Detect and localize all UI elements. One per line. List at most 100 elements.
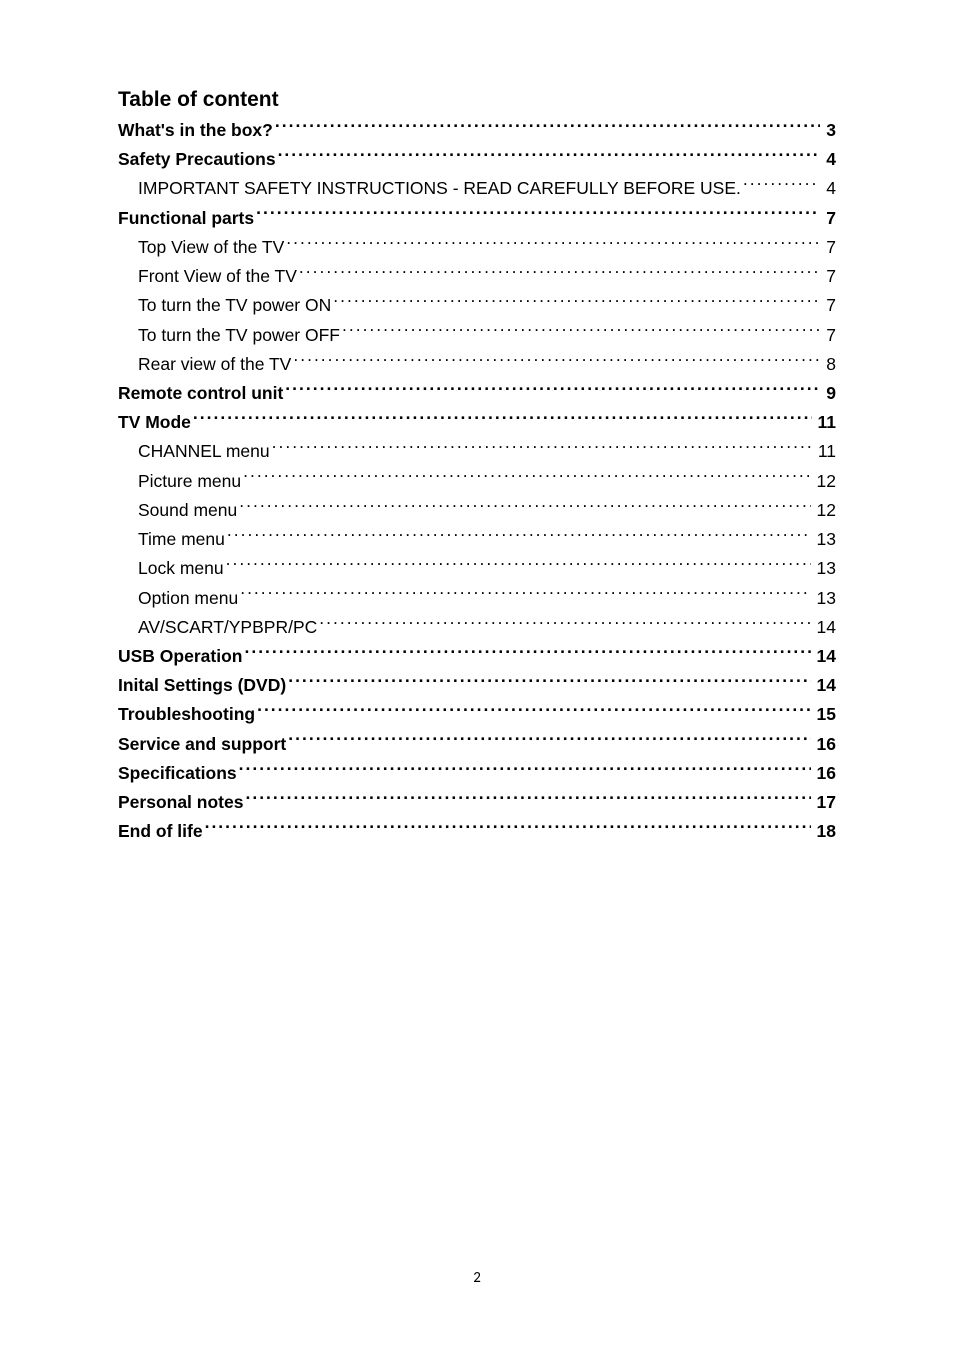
toc-entry-label: Front View of the TV: [138, 262, 297, 291]
toc-entry-page: 11: [814, 408, 837, 437]
toc-entry-leader: [333, 294, 820, 312]
toc-entry: Service and support 16: [118, 730, 836, 759]
toc-entry-label: TV Mode: [118, 408, 191, 437]
toc-entry-label: Service and support: [118, 730, 286, 759]
toc-entry-page: 4: [822, 145, 836, 174]
toc-entry-leader: [239, 498, 810, 516]
toc-entry-page: 14: [813, 642, 836, 671]
toc-entry-label: Rear view of the TV: [138, 350, 291, 379]
toc-entry-page: 11: [814, 437, 836, 466]
toc-entry-leader: [743, 177, 820, 195]
toc-entry: Remote control unit 9: [118, 379, 836, 408]
toc-entry-page: 7: [822, 233, 836, 262]
toc-entry-page: 3: [822, 116, 836, 145]
toc-entry-leader: [285, 381, 820, 399]
toc-entry: USB Operation 14: [118, 642, 836, 671]
toc-entry-page: 16: [813, 759, 836, 788]
toc-entry: Safety Precautions 4: [118, 145, 836, 174]
toc-list: What's in the box? 3Safety Precautions 4…: [118, 116, 836, 846]
toc-entry-page: 9: [822, 379, 836, 408]
toc-entry-leader: [243, 469, 810, 487]
toc-entry-leader: [286, 235, 820, 253]
toc-entry: Personal notes 17: [118, 788, 836, 817]
toc-entry-label: To turn the TV power OFF: [138, 321, 340, 350]
toc-entry-label: What's in the box?: [118, 116, 273, 145]
toc-entry-page: 15: [813, 700, 836, 729]
toc-entry-page: 14: [813, 613, 836, 642]
toc-entry-page: 12: [813, 467, 836, 496]
toc-entry: TV Mode 11: [118, 408, 836, 437]
toc-entry-label: Sound menu: [138, 496, 237, 525]
toc-entry-page: 7: [822, 262, 836, 291]
toc-entry: Option menu 13: [118, 584, 836, 613]
toc-entry: CHANNEL menu 11: [118, 437, 836, 466]
toc-entry-leader: [244, 644, 810, 662]
toc-entry-label: Top View of the TV: [138, 233, 284, 262]
toc-entry-page: 7: [822, 321, 836, 350]
toc-entry: To turn the TV power ON 7: [118, 291, 836, 320]
toc-entry-leader: [342, 323, 820, 341]
toc-entry-label: AV/SCART/YPBPR/PC: [138, 613, 317, 642]
toc-entry-leader: [257, 703, 810, 721]
toc-entry-leader: [299, 265, 820, 283]
toc-entry: To turn the TV power OFF 7: [118, 321, 836, 350]
toc-entry-label: Specifications: [118, 759, 237, 788]
toc-entry: Sound menu 12: [118, 496, 836, 525]
toc-entry-page: 7: [822, 204, 836, 233]
toc-entry-label: Troubleshooting: [118, 700, 255, 729]
toc-entry-leader: [227, 528, 811, 546]
toc-entry-leader: [278, 148, 821, 166]
toc-entry: Top View of the TV 7: [118, 233, 836, 262]
toc-entry-page: 12: [813, 496, 836, 525]
toc-entry-page: 13: [813, 525, 836, 554]
toc-entry-label: Option menu: [138, 584, 238, 613]
toc-entry: Lock menu 13: [118, 554, 836, 583]
toc-entry-label: USB Operation: [118, 642, 242, 671]
toc-entry-page: 17: [813, 788, 836, 817]
toc-entry-label: Remote control unit: [118, 379, 283, 408]
toc-entry-page: 14: [813, 671, 836, 700]
toc-heading: Table of content: [118, 88, 836, 112]
toc-entry: Picture menu 12: [118, 467, 836, 496]
toc-entry-leader: [193, 411, 812, 429]
toc-entry-label: Functional parts: [118, 204, 254, 233]
toc-entry-page: 16: [813, 730, 836, 759]
toc-entry-label: Inital Settings (DVD): [118, 671, 286, 700]
toc-entry-leader: [275, 119, 820, 137]
toc-entry-page: 18: [813, 817, 836, 846]
toc-entry: AV/SCART/YPBPR/PC 14: [118, 613, 836, 642]
toc-entry-leader: [239, 761, 811, 779]
toc-entry-label: Time menu: [138, 525, 225, 554]
toc-entry: End of life 18: [118, 817, 836, 846]
toc-entry-label: CHANNEL menu: [138, 437, 270, 466]
toc-entry-page: 13: [813, 584, 836, 613]
toc-entry-label: Picture menu: [138, 467, 241, 496]
toc-entry-page: 7: [822, 291, 836, 320]
toc-entry-page: 13: [813, 554, 836, 583]
toc-entry: What's in the box? 3: [118, 116, 836, 145]
toc-entry: Front View of the TV 7: [118, 262, 836, 291]
toc-entry-leader: [319, 615, 810, 633]
toc-entry: IMPORTANT SAFETY INSTRUCTIONS - READ CAR…: [118, 174, 836, 203]
toc-entry-label: Lock menu: [138, 554, 224, 583]
toc-entry-leader: [226, 557, 811, 575]
toc-entry-page: 8: [822, 350, 836, 379]
toc-entry-leader: [205, 820, 811, 838]
toc-entry-label: Safety Precautions: [118, 145, 276, 174]
toc-entry-leader: [288, 732, 810, 750]
toc-entry: Functional parts 7: [118, 204, 836, 233]
toc-entry: Time menu 13: [118, 525, 836, 554]
toc-entry-label: IMPORTANT SAFETY INSTRUCTIONS - READ CAR…: [138, 174, 741, 203]
toc-entry-leader: [245, 791, 810, 809]
toc-entry-leader: [272, 440, 812, 458]
toc-entry-page: 4: [822, 174, 836, 203]
page-number: 2: [0, 1269, 954, 1287]
toc-entry: Troubleshooting 15: [118, 700, 836, 729]
toc-entry-leader: [288, 674, 810, 692]
toc-entry-leader: [256, 206, 820, 224]
toc-entry: Rear view of the TV 8: [118, 350, 836, 379]
toc-entry: Inital Settings (DVD) 14: [118, 671, 836, 700]
toc-entry-label: Personal notes: [118, 788, 243, 817]
toc-entry-label: End of life: [118, 817, 203, 846]
toc-entry-leader: [240, 586, 810, 604]
